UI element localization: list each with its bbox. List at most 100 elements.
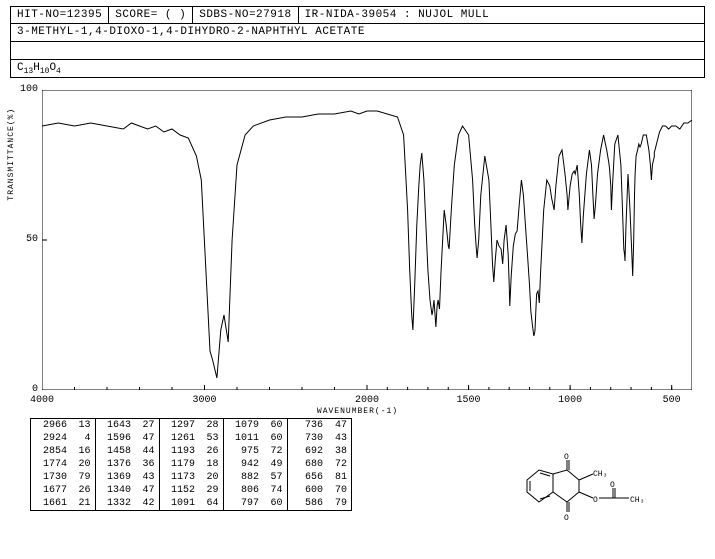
peak-wavenumber: 1369 [95,471,135,484]
x-axis-label: WAVENUMBER(-1) [317,407,398,416]
peak-transmittance: 38 [327,445,351,458]
peak-transmittance: 43 [327,432,351,445]
peak-transmittance: 74 [263,484,287,497]
peak-wavenumber: 1173 [159,471,199,484]
peak-transmittance: 21 [71,497,95,510]
peak-wavenumber: 1643 [95,419,135,432]
peak-wavenumber: 1661 [31,497,71,510]
molecule-structure: O O CH₃ O O CH₃ [515,452,655,537]
table-row: 1730791369431173208825765681 [31,471,351,484]
peak-wavenumber: 1376 [95,458,135,471]
peak-transmittance: 42 [135,497,159,510]
peak-wavenumber: 2924 [31,432,71,445]
peak-wavenumber: 730 [287,432,327,445]
x-tick: 500 [663,395,681,406]
peak-wavenumber: 975 [223,445,263,458]
ir-spectrum-chart: TRANSMITTANCE(%) 0 50 100 4000 3000 2000 1500… [10,82,705,412]
peak-transmittance: 47 [135,432,159,445]
peak-transmittance: 20 [71,458,95,471]
x-tick: 1500 [457,395,481,406]
table-row: 1774201376361179189424968072 [31,458,351,471]
peak-wavenumber: 942 [223,458,263,471]
peak-wavenumber: 586 [287,497,327,510]
peak-transmittance: 20 [199,471,223,484]
peak-transmittance: 72 [263,445,287,458]
peak-transmittance: 36 [135,458,159,471]
peak-transmittance: 60 [263,497,287,510]
peak-transmittance: 13 [71,419,95,432]
peak-transmittance: 44 [135,445,159,458]
peak-wavenumber: 1596 [95,432,135,445]
svg-text:O: O [564,453,569,462]
y-tick: 0 [20,384,38,395]
y-axis-label: TRANSMITTANCE(%) [7,108,16,201]
x-tick: 3000 [192,395,216,406]
peak-transmittance: 60 [263,419,287,432]
peak-wavenumber: 680 [287,458,327,471]
peak-wavenumber: 1152 [159,484,199,497]
peak-wavenumber: 1079 [223,419,263,432]
peak-wavenumber: 2966 [31,419,71,432]
sdbs-no: SDBS-NO=27918 [193,7,298,23]
peak-transmittance: 26 [199,445,223,458]
x-tick: 4000 [30,395,54,406]
peak-wavenumber: 1261 [159,432,199,445]
svg-text:CH₃: CH₃ [593,470,607,479]
peak-transmittance: 72 [327,458,351,471]
peak-transmittance: 57 [263,471,287,484]
peak-wavenumber: 736 [287,419,327,432]
peak-transmittance: 16 [71,445,95,458]
score: SCORE= ( ) [109,7,193,23]
peak-wavenumber: 1458 [95,445,135,458]
peak-transmittance: 49 [263,458,287,471]
peak-transmittance: 47 [327,419,351,432]
peak-wavenumber: 2854 [31,445,71,458]
peak-wavenumber: 1179 [159,458,199,471]
table-row: 1677261340471152298067460070 [31,484,351,497]
peak-transmittance: 28 [199,419,223,432]
y-tick: 50 [20,234,38,245]
peak-transmittance: 53 [199,432,223,445]
blank-row [10,42,705,60]
spectrum-plot [42,90,692,390]
peak-wavenumber: 1730 [31,471,71,484]
peak-transmittance: 29 [199,484,223,497]
peak-transmittance: 70 [327,484,351,497]
peak-wavenumber: 1677 [31,484,71,497]
svg-text:O: O [593,496,598,505]
peak-transmittance: 81 [327,471,351,484]
peak-wavenumber: 797 [223,497,263,510]
peak-transmittance: 27 [135,419,159,432]
compound-name: 3-METHYL-1,4-DIOXO-1,4-DIHYDRO-2-NAPHTHY… [10,24,705,42]
ir-label: IR-NIDA-39054 : NUJOL MULL [299,7,704,23]
peak-wavenumber: 656 [287,471,327,484]
svg-text:O: O [564,514,569,523]
peak-wavenumber: 1774 [31,458,71,471]
peak-wavenumber: 806 [223,484,263,497]
peak-transmittance: 18 [199,458,223,471]
peak-wavenumber: 600 [287,484,327,497]
x-tick: 1000 [558,395,582,406]
x-tick: 2000 [355,395,379,406]
molecular-formula: C13H10O4 [10,60,705,78]
svg-text:O: O [610,481,615,490]
peak-wavenumber: 692 [287,445,327,458]
peak-wavenumber: 1011 [223,432,263,445]
peak-wavenumber: 1340 [95,484,135,497]
peak-wavenumber: 1091 [159,497,199,510]
peak-transmittance: 64 [199,497,223,510]
peak-wavenumber: 1193 [159,445,199,458]
y-tick: 100 [20,84,38,95]
table-row: 2924415964712615310116073043 [31,432,351,445]
peak-transmittance: 47 [135,484,159,497]
header-row: HIT-NO=12395 SCORE= ( ) SDBS-NO=27918 IR… [10,6,705,24]
peak-transmittance: 79 [327,497,351,510]
peak-transmittance: 60 [263,432,287,445]
svg-text:CH₃: CH₃ [630,496,644,505]
peak-wavenumber: 1332 [95,497,135,510]
table-row: 2854161458441193269757269238 [31,445,351,458]
peak-table: 2966131643271297281079607364729244159647… [30,418,352,511]
peak-transmittance: 26 [71,484,95,497]
peak-transmittance: 43 [135,471,159,484]
peak-transmittance: 79 [71,471,95,484]
